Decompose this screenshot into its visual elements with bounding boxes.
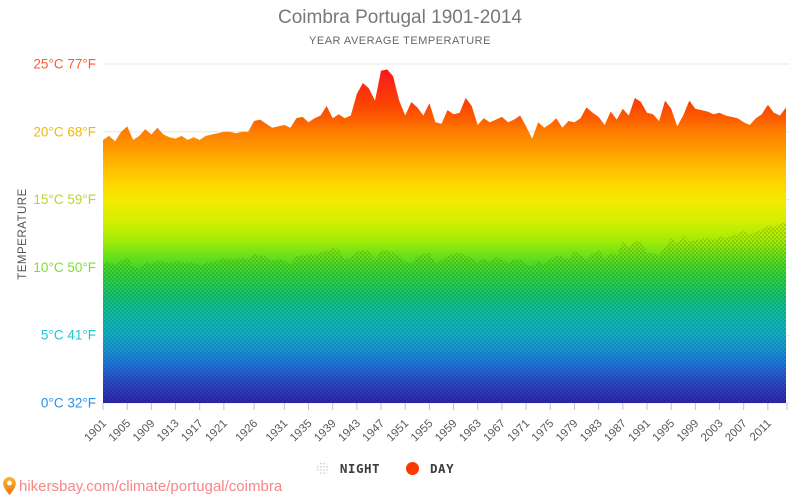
x-axis-label: 1917 xyxy=(179,418,206,445)
y-axis-label: 20°C 68°F xyxy=(33,124,96,139)
legend-label-day: DAY xyxy=(430,461,455,476)
x-axis-label: 1951 xyxy=(385,418,412,445)
x-axis-label: 1979 xyxy=(554,418,581,445)
y-axis-label: 5°C 41°F xyxy=(41,328,96,343)
x-axis-label: 1999 xyxy=(675,418,702,445)
y-axis-label: 15°C 59°F xyxy=(33,192,96,207)
chart-subtitle: YEAR AVERAGE TEMPERATURE xyxy=(309,35,491,47)
night-marker-icon xyxy=(315,462,329,475)
y-axis-label: 0°C 32°F xyxy=(41,396,96,411)
x-axis-label: 1967 xyxy=(481,418,508,445)
x-axis-label: 1959 xyxy=(433,418,460,445)
y-axis-label: 10°C 50°F xyxy=(33,260,96,275)
x-axis-label: 1913 xyxy=(155,418,182,445)
legend-item-day[interactable]: DAY xyxy=(406,461,454,476)
x-axis-label: 1905 xyxy=(107,418,134,445)
day-marker-icon xyxy=(406,462,420,475)
legend-label-night: NIGHT xyxy=(339,461,381,476)
x-axis-label: 1939 xyxy=(312,418,339,445)
x-axis-label: 1971 xyxy=(506,418,533,445)
x-axis-label: 1901 xyxy=(83,418,110,445)
x-axis-label: 1947 xyxy=(361,418,388,445)
location-pin-icon xyxy=(3,477,16,495)
chart-title: Coimbra Portugal 1901-2014 xyxy=(278,7,522,28)
x-axis-label: 2003 xyxy=(699,418,726,445)
night-area[interactable] xyxy=(103,221,786,403)
x-axis-label: 1909 xyxy=(131,418,158,445)
chart-legend: NIGHT DAY xyxy=(0,461,770,476)
legend-item-night[interactable]: NIGHT xyxy=(315,461,381,476)
x-axis-label: 1975 xyxy=(530,418,557,445)
x-axis-label: 1931 xyxy=(264,418,291,445)
x-axis-label: 1935 xyxy=(288,418,315,445)
x-axis-label: 1943 xyxy=(336,418,363,445)
x-axis-label: 1955 xyxy=(409,418,436,445)
x-axis-label: 1995 xyxy=(651,418,678,445)
footer: hikersbay.com/climate/portugal/coimbra xyxy=(3,477,282,495)
x-axis-label: 1991 xyxy=(627,418,654,445)
x-axis-label: 1983 xyxy=(578,418,605,445)
x-axis-label: 1926 xyxy=(234,418,261,445)
x-axis-label: 2007 xyxy=(723,418,750,445)
y-axis-label: 25°C 77°F xyxy=(33,57,96,72)
y-axis-title: TEMPERATURE xyxy=(17,188,29,280)
x-axis-label: 1963 xyxy=(457,418,484,445)
footer-link[interactable]: hikersbay.com/climate/portugal/coimbra xyxy=(19,477,283,495)
x-axis-label: 1921 xyxy=(203,418,230,445)
x-axis-label: 1987 xyxy=(602,418,629,445)
x-axis-label: 2011 xyxy=(748,418,774,444)
